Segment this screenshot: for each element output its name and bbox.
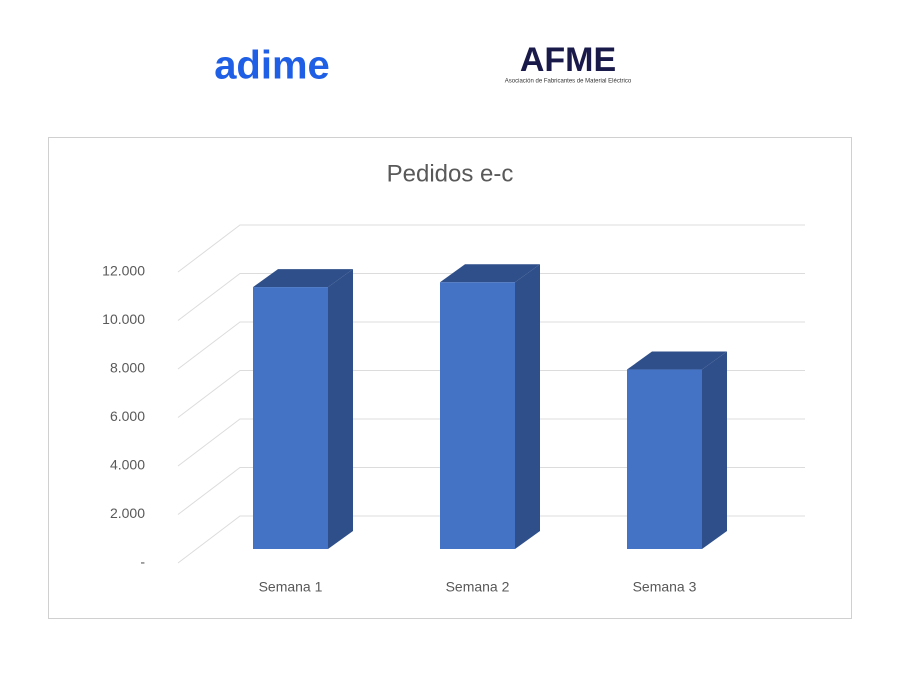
bar	[253, 287, 328, 549]
bar-side	[328, 269, 353, 549]
chart-title: Pedidos e-c	[387, 160, 514, 187]
x-tick-label: Semana 2	[446, 579, 510, 595]
grid-line	[177, 418, 805, 467]
logo-caption: Asociación de Fabricantes de Material El…	[505, 79, 632, 85]
bar	[440, 282, 515, 549]
grid-line	[177, 273, 805, 321]
grid-line	[177, 224, 805, 273]
y-tick-label: 10.000	[102, 311, 145, 327]
logo-afme: AFME	[520, 41, 616, 79]
y-tick-label: 12.000	[102, 263, 145, 279]
y-tick-label: 4.000	[110, 457, 145, 473]
grid-line	[177, 467, 805, 515]
bar	[627, 369, 702, 549]
y-tick-label: 2.000	[110, 505, 145, 521]
grid-line	[177, 321, 805, 370]
grid-line	[177, 370, 805, 418]
y-tick-label: 6.000	[110, 408, 145, 424]
logo-adime: adime	[214, 44, 330, 88]
y-tick-label: -	[140, 554, 145, 570]
grid-line	[177, 515, 805, 564]
x-tick-label: Semana 3	[633, 579, 697, 595]
bar-side	[702, 351, 727, 549]
bar-top	[253, 269, 353, 288]
x-tick-label: Semana 1	[259, 579, 323, 595]
bar-side	[515, 264, 540, 549]
y-tick-label: 8.000	[110, 360, 145, 376]
bar-top	[440, 264, 540, 283]
bar-top	[627, 351, 727, 370]
